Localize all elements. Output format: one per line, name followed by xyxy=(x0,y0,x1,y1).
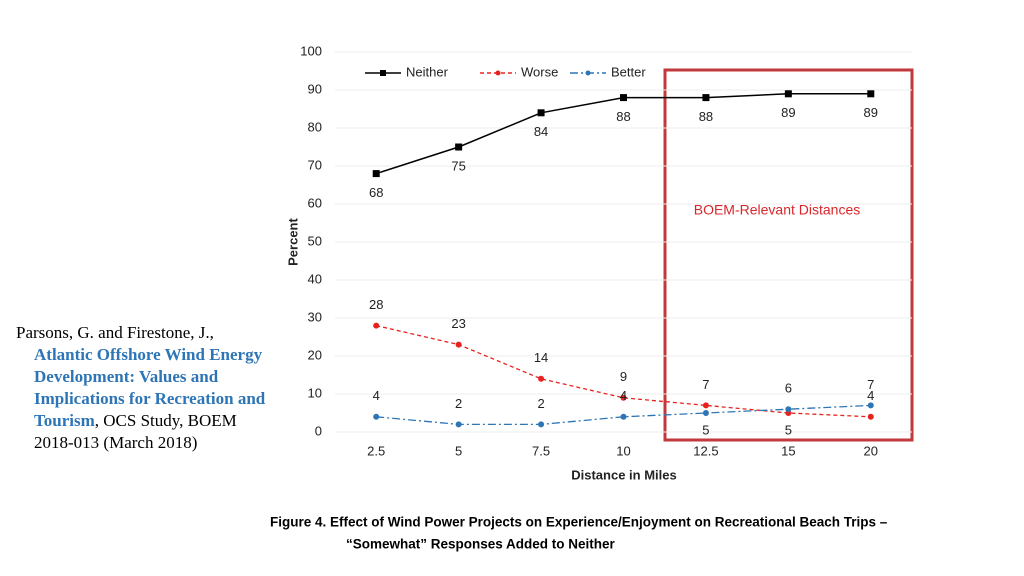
point xyxy=(455,341,462,348)
value-label: 4 xyxy=(620,388,627,403)
point xyxy=(537,109,545,117)
point xyxy=(702,94,710,102)
value-label: 89 xyxy=(864,105,878,120)
y-tick-label: 40 xyxy=(308,271,322,286)
x-tick-label: 10 xyxy=(616,443,630,458)
value-label: 5 xyxy=(785,422,792,437)
value-label: 23 xyxy=(451,316,465,331)
value-label: 28 xyxy=(369,297,383,312)
value-label: 89 xyxy=(781,105,795,120)
value-label: 14 xyxy=(534,350,548,365)
value-label: 68 xyxy=(369,185,383,200)
point xyxy=(867,90,875,98)
value-label: 84 xyxy=(534,124,548,139)
point xyxy=(620,94,627,102)
value-label: 2 xyxy=(537,396,544,411)
y-tick-label: 100 xyxy=(300,43,322,58)
point xyxy=(455,143,463,151)
highlight-box xyxy=(663,68,914,442)
value-label: 88 xyxy=(616,109,630,124)
citation: Parsons, G. and Firestone, J., Atlantic … xyxy=(16,322,266,454)
y-tick-label: 70 xyxy=(308,157,322,172)
value-label: 7 xyxy=(867,377,874,392)
legend-marker xyxy=(380,70,386,76)
y-tick-label: 30 xyxy=(308,309,322,324)
legend-marker xyxy=(585,70,591,76)
value-label: 7 xyxy=(702,377,709,392)
caption: Figure 4. Effect of Wind Power Projects … xyxy=(270,515,888,530)
x-tick-label: 7.5 xyxy=(532,443,550,458)
point xyxy=(372,170,380,178)
y-tick-label: 60 xyxy=(308,195,322,210)
point xyxy=(455,421,462,428)
legend-label: Worse xyxy=(521,64,558,79)
value-label: 4 xyxy=(373,388,380,403)
value-label: 75 xyxy=(451,158,465,173)
point xyxy=(620,394,627,401)
point xyxy=(702,410,709,416)
point xyxy=(867,402,874,409)
point xyxy=(620,413,627,420)
legend-label: Neither xyxy=(406,64,449,79)
y-tick-label: 20 xyxy=(308,347,322,362)
point xyxy=(785,406,792,413)
x-tick-label: 15 xyxy=(781,443,795,458)
series-line xyxy=(375,93,871,175)
citation-authors: Parsons, G. and Firestone, J., xyxy=(16,323,214,342)
annotation: BOEM-Relevant Distances xyxy=(694,202,861,218)
citation-title[interactable]: Atlantic Offshore Wind Energy Developmen… xyxy=(34,345,266,430)
x-axis-title: Distance in Miles xyxy=(571,467,676,482)
x-tick-label: 20 xyxy=(864,443,878,458)
value-label: 88 xyxy=(699,109,713,124)
y-axis-title: Percent xyxy=(285,217,300,265)
value-label: 4 xyxy=(867,388,874,403)
y-tick-label: 80 xyxy=(308,119,322,134)
y-tick-label: 50 xyxy=(308,233,322,248)
legend-marker xyxy=(495,70,501,76)
value-label: 2 xyxy=(455,396,462,411)
y-tick-label: 90 xyxy=(308,81,322,96)
x-tick-label: 2.5 xyxy=(367,443,385,458)
caption: “Somewhat” Responses Added to Neither xyxy=(346,537,616,552)
point xyxy=(702,402,709,409)
value-label: 9 xyxy=(620,369,627,384)
point xyxy=(373,322,380,329)
y-tick-label: 10 xyxy=(308,385,322,400)
value-label: 6 xyxy=(785,381,792,396)
point xyxy=(538,421,545,428)
citation-rest: , OCS Study, BOEM 2018-013 (March 2018) xyxy=(34,411,237,452)
x-tick-label: 5 xyxy=(455,443,462,458)
value-label: 5 xyxy=(702,422,709,437)
point xyxy=(867,413,874,420)
legend-label: Better xyxy=(611,64,646,79)
point xyxy=(784,90,792,98)
x-tick-label: 12.5 xyxy=(693,443,718,458)
y-tick-label: 0 xyxy=(315,423,322,438)
point xyxy=(538,375,545,382)
point xyxy=(373,413,380,420)
